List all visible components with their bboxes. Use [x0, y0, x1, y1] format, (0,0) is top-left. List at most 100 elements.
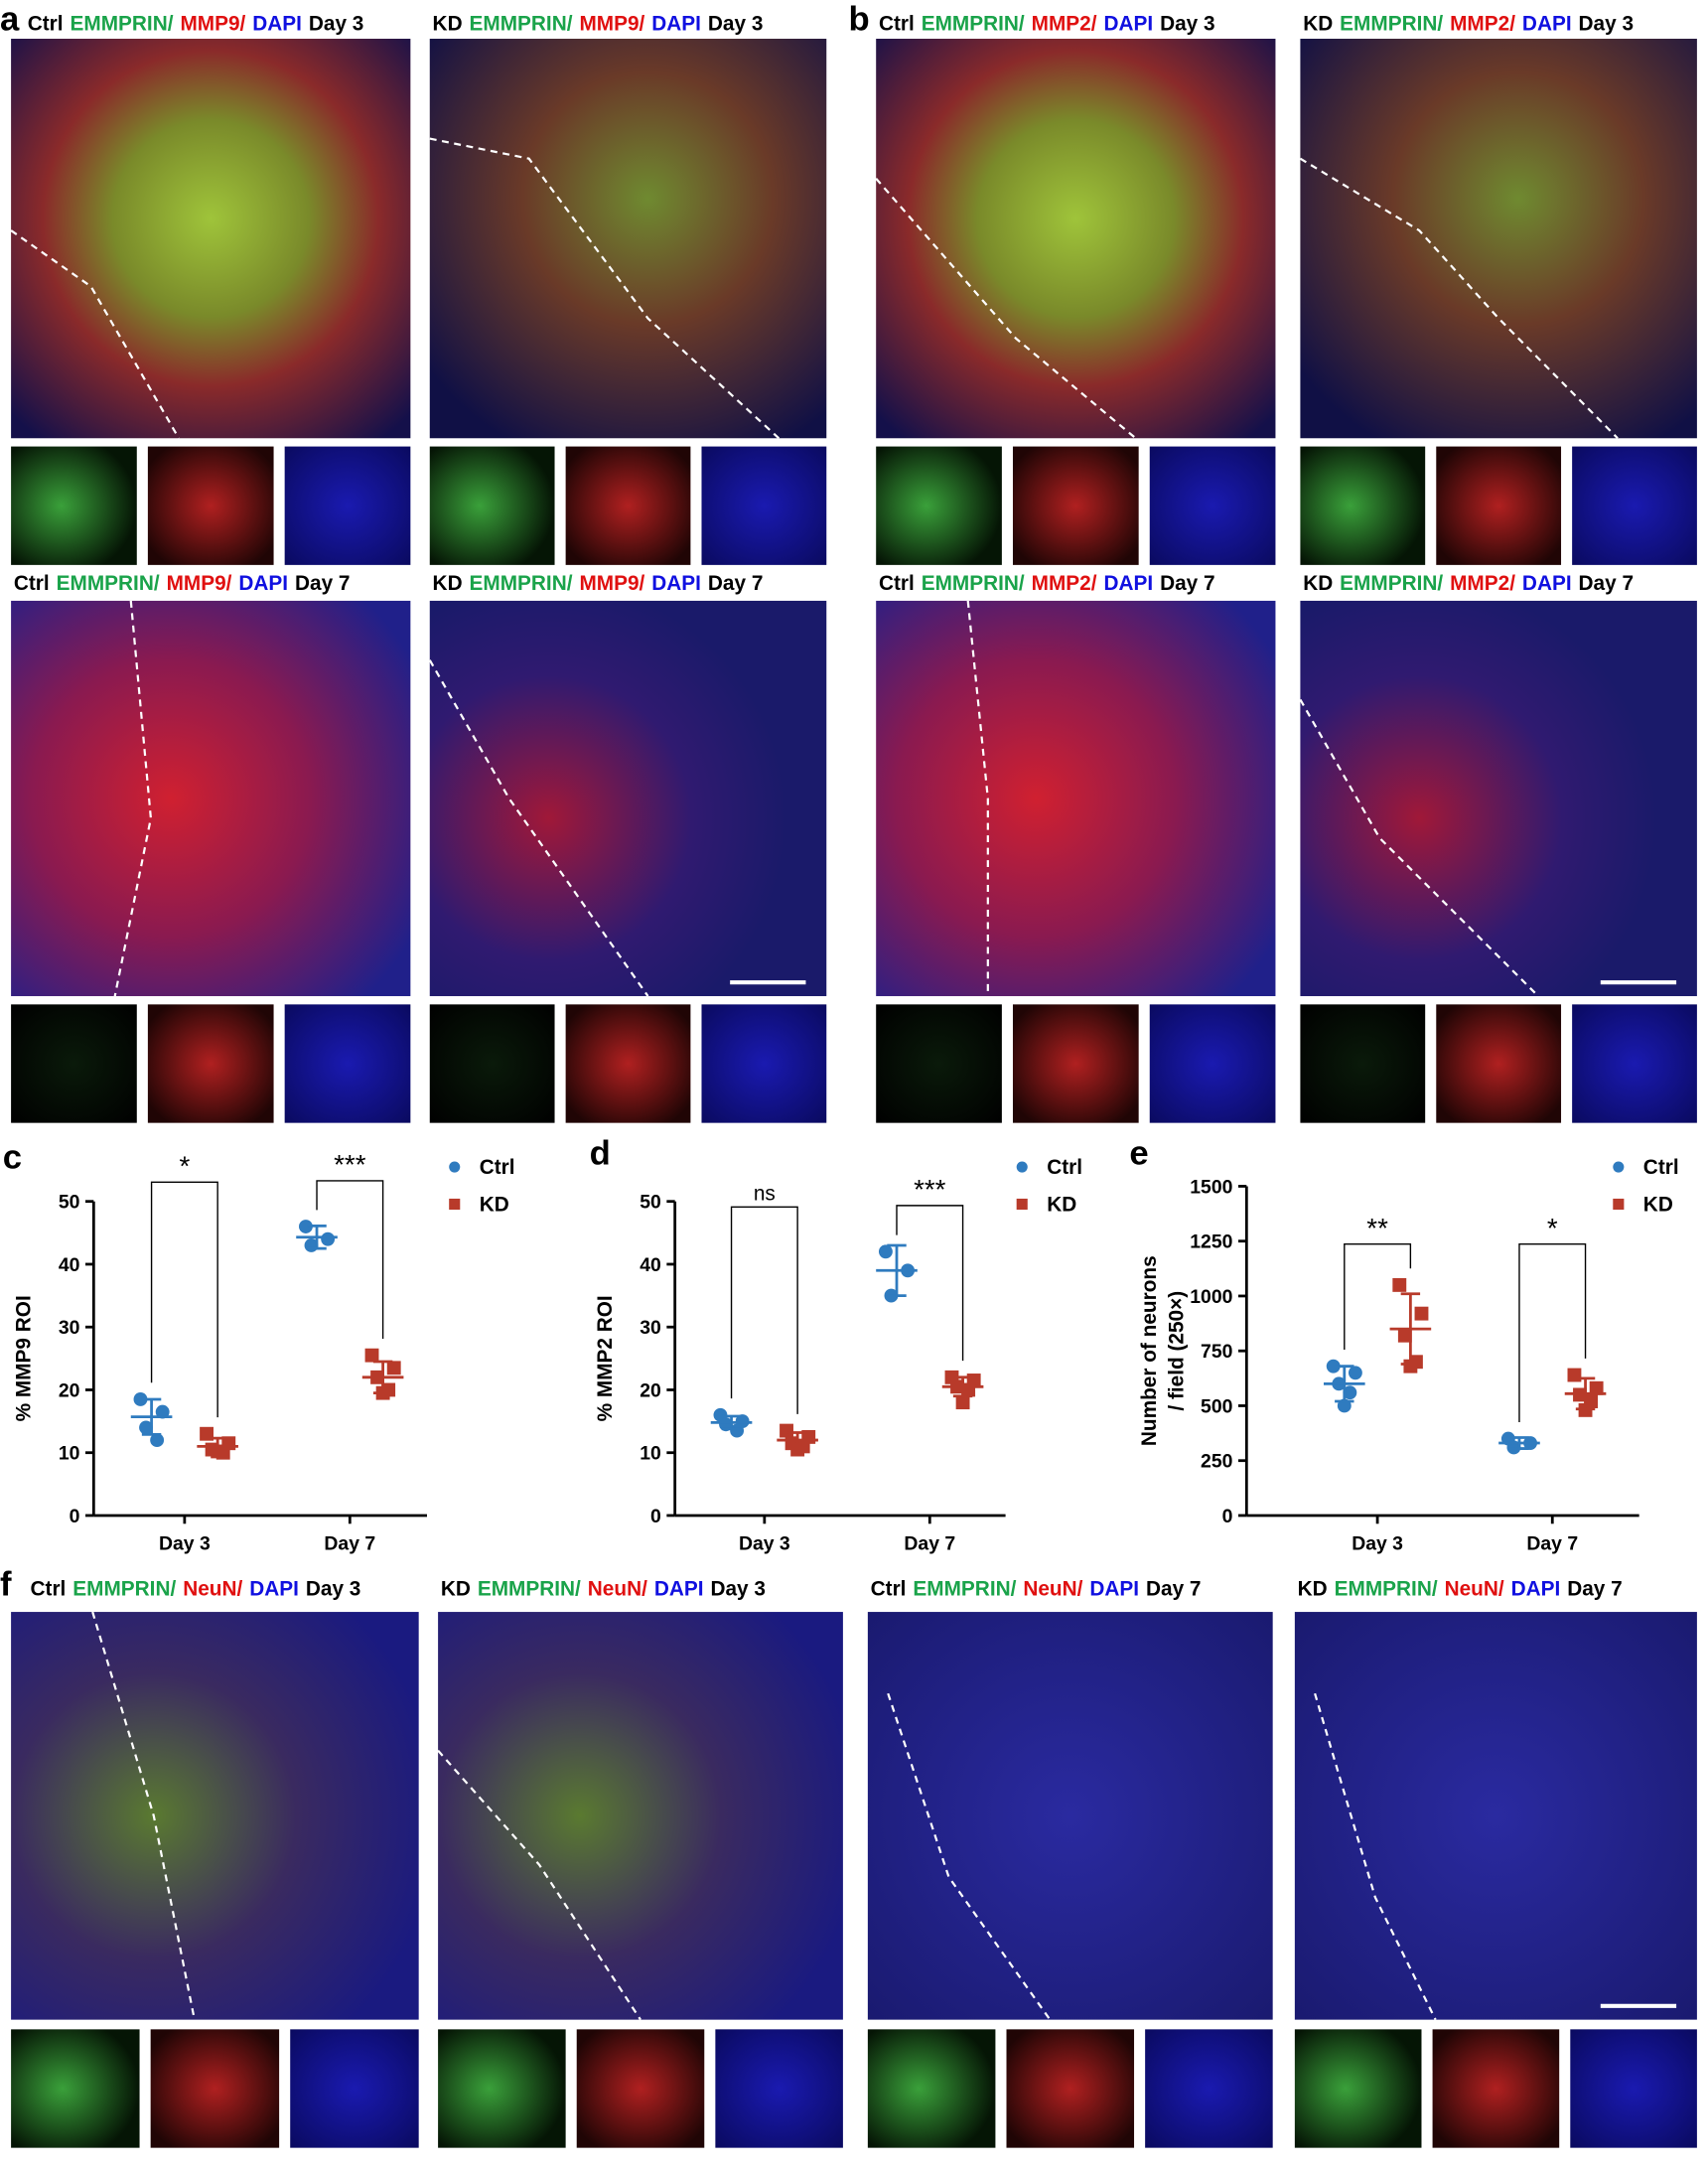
panel-letter: c: [3, 1138, 22, 1176]
day-label: Day 3: [710, 1577, 765, 1600]
stain-label: EMMPRIN/: [470, 13, 573, 36]
stain-label: DAPI: [651, 572, 701, 595]
channel-inset: [284, 1004, 411, 1123]
group-label: Ctrl: [14, 572, 50, 595]
legend-marker: [1016, 1161, 1028, 1173]
stain-label: DAPI: [238, 572, 288, 595]
group-label: Ctrl: [28, 13, 64, 36]
channel-inset: [701, 446, 827, 565]
channel-inset: [1572, 446, 1697, 565]
panel-letter: a: [0, 1, 20, 39]
significance-label: *: [1547, 1213, 1558, 1243]
channel-inset: [1012, 1004, 1139, 1123]
stain-label: EMMPRIN/: [1335, 1577, 1438, 1600]
day-label: Day 7: [708, 572, 764, 595]
stain-label: MMP9/: [167, 572, 232, 595]
micrograph: [11, 600, 411, 997]
panel-label: KD EMMPRIN/NeuN/DAPI Day 3: [441, 1577, 766, 1600]
data-point: [730, 1423, 745, 1438]
significance-label: ns: [754, 1182, 776, 1205]
group-label: KD: [1303, 13, 1333, 36]
significance-bracket: [730, 1206, 798, 1414]
legend-marker: [1613, 1198, 1625, 1211]
data-point: [1392, 1277, 1407, 1292]
y-tick-label: 0: [650, 1506, 661, 1527]
significance-label: ***: [334, 1149, 366, 1180]
channel-inset: [1436, 446, 1562, 565]
panel-label: Ctrl EMMPRIN/NeuN/DAPI Day 3: [31, 1577, 361, 1600]
panel-letter: b: [848, 1, 869, 39]
micrograph: [429, 39, 827, 439]
x-tick-label: Day 7: [904, 1533, 955, 1555]
micrograph: [1294, 1612, 1697, 2020]
stain-label: DAPI: [1089, 1577, 1139, 1600]
y-tick-label: 0: [1222, 1506, 1233, 1527]
stain-label: MMP9/: [579, 572, 644, 595]
significance-bracket: [1344, 1243, 1412, 1351]
group-label: KD: [433, 572, 463, 595]
data-point: [790, 1442, 805, 1457]
lesion-border: [437, 1749, 641, 2021]
data-point: [155, 1404, 170, 1419]
data-point: [1414, 1306, 1429, 1321]
data-point: [1567, 1368, 1582, 1382]
channel-inset: [438, 2029, 566, 2148]
group-label: Ctrl: [879, 13, 915, 36]
data-point: [955, 1395, 970, 1410]
data-point: [1589, 1380, 1604, 1395]
panel-label: Ctrl EMMPRIN/NeuN/DAPI Day 7: [871, 1577, 1202, 1600]
legend-marker: [449, 1198, 461, 1211]
stain-label: EMMPRIN/: [913, 1577, 1016, 1600]
channel-inset: [867, 2029, 996, 2148]
stain-label: DAPI: [1103, 13, 1153, 36]
group-label: KD: [441, 1577, 471, 1600]
stain-label: EMMPRIN/: [478, 1577, 581, 1600]
channel-inset: [1149, 1004, 1276, 1123]
day-label: Day 3: [1579, 13, 1635, 36]
micrograph: [876, 600, 1276, 997]
channel-inset: [150, 2029, 280, 2148]
panel-label: KD EMMPRIN/MMP9/DAPI Day 3: [433, 13, 764, 36]
data-point: [878, 1244, 893, 1259]
significance-label: **: [1366, 1213, 1388, 1243]
channel-inset: [565, 446, 691, 565]
y-tick-label: 30: [640, 1317, 661, 1339]
x-tick-label: Day 3: [159, 1533, 211, 1555]
significance-label: *: [179, 1150, 190, 1181]
stain-label: EMMPRIN/: [71, 13, 174, 36]
y-tick-label: 20: [640, 1379, 661, 1401]
channel-inset: [1300, 446, 1426, 565]
stain-label: MMP9/: [579, 13, 644, 36]
micrograph: [438, 1612, 843, 2020]
y-axis-label: % MMP9 ROI: [13, 1295, 36, 1421]
micrograph: [1300, 600, 1697, 997]
stain-label: MMP2/: [1032, 572, 1097, 595]
group-label: Ctrl: [31, 1577, 67, 1600]
channel-inset: [1432, 2029, 1560, 2148]
stain-label: EMMPRIN/: [922, 572, 1025, 595]
data-point: [1326, 1359, 1341, 1374]
panel-letter: e: [1129, 1134, 1148, 1172]
y-tick-label: 30: [59, 1317, 80, 1339]
channel-inset: [715, 2029, 843, 2148]
panel-label: Ctrl EMMPRIN/MMP9/DAPI Day 3: [28, 13, 364, 36]
stain-label: EMMPRIN/: [57, 572, 160, 595]
data-point: [386, 1361, 401, 1375]
channel-inset: [1145, 2029, 1273, 2148]
data-point: [1397, 1328, 1412, 1343]
stain-label: NeuN/: [1445, 1577, 1504, 1600]
day-label: Day 3: [306, 1577, 361, 1600]
x-tick-label: Day 3: [739, 1533, 790, 1555]
legend-marker: [1613, 1161, 1625, 1173]
group-label: KD: [433, 13, 463, 36]
y-tick-label: 1500: [1190, 1176, 1232, 1198]
y-tick-label: 10: [59, 1443, 80, 1465]
y-tick-label: 40: [640, 1254, 661, 1276]
channel-inset: [284, 446, 411, 565]
micrograph: [867, 1612, 1273, 2020]
y-axis-label: Number of neurons: [1138, 1255, 1161, 1446]
channel-inset: [1300, 1004, 1426, 1123]
micrograph: [876, 39, 1276, 439]
